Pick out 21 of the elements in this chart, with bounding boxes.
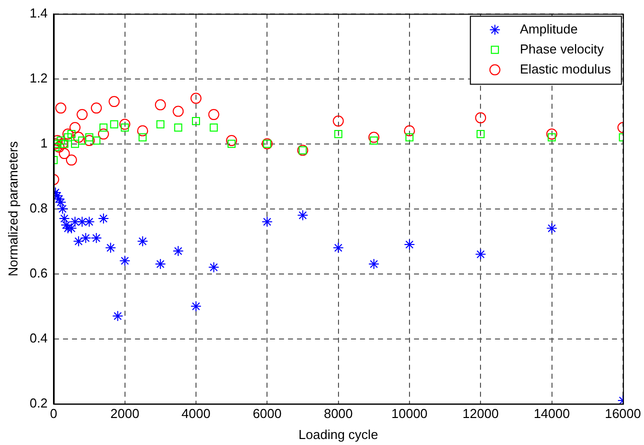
legend-label: Elastic modulus (520, 61, 612, 76)
y-tick-label: 1.4 (30, 5, 48, 20)
y-tick-label: 0.6 (30, 265, 48, 280)
x-tick-label: 10000 (391, 406, 428, 422)
x-tick-label: 12000 (462, 406, 499, 422)
x-tick-label: 0 (50, 406, 58, 422)
legend-label: Phase velocity (520, 41, 604, 56)
x-tick-label: 14000 (534, 406, 570, 422)
x-axis-title: Loading cycle (298, 426, 378, 442)
x-tick-label: 6000 (252, 406, 282, 422)
y-tick-label: 1 (40, 135, 48, 150)
y-tick-label: 0.4 (30, 330, 48, 346)
y-axis-title: Normalized parameters (5, 140, 20, 276)
x-tick-label: 4000 (182, 406, 210, 422)
y-tick-label: 1.2 (30, 70, 48, 86)
x-tick-label: 16000 (604, 406, 642, 422)
legend-label: Amplitude (520, 21, 578, 36)
y-tick-label: 0.2 (30, 395, 48, 410)
x-tick-label: 8000 (324, 406, 353, 422)
x-tick-label: 2000 (110, 406, 140, 422)
y-tick-label: 0.8 (30, 200, 48, 216)
